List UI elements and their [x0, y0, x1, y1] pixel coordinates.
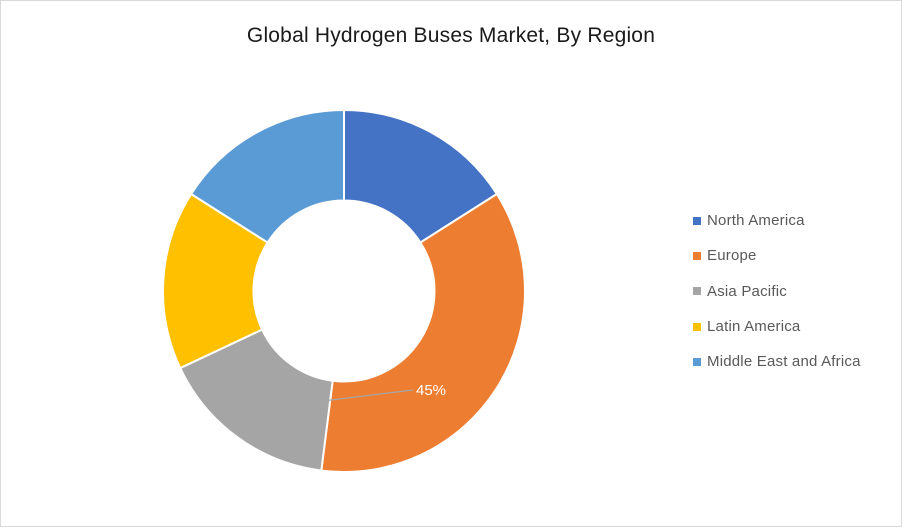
- legend: North America Europe Asia Pacific Latin …: [693, 203, 861, 379]
- donut-chart: [162, 108, 526, 473]
- legend-item-asia-pacific: Asia Pacific: [693, 274, 861, 309]
- donut-slice-asia-pacific: [178, 328, 334, 472]
- donut-slice-latin-america: [162, 192, 269, 370]
- legend-marker-asia-pacific-icon: [693, 287, 701, 296]
- donut-slice-north-america: [343, 108, 499, 244]
- donut-slice-europe: [320, 192, 526, 473]
- legend-label-asia-pacific: Asia Pacific: [707, 282, 787, 300]
- donut-slice-middle-east-and-africa: [189, 108, 345, 244]
- legend-label-europe: Europe: [707, 247, 757, 265]
- legend-marker-north-america-icon: [693, 216, 701, 225]
- legend-label-north-america: North America: [707, 212, 805, 230]
- legend-label-latin-america: Latin America: [707, 318, 801, 336]
- chart-title: Global Hydrogen Buses Market, By Region: [246, 24, 656, 47]
- legend-marker-latin-america-icon: [693, 322, 701, 331]
- legend-marker-europe-icon: [693, 251, 701, 260]
- data-label-leader-line: [322, 389, 414, 402]
- legend-item-middle-east-and-africa: Middle East and Africa: [693, 344, 861, 379]
- legend-item-latin-america: Latin America: [693, 309, 861, 344]
- legend-label-middle-east-and-africa: Middle East and Africa: [707, 353, 861, 371]
- legend-marker-middle-east-and-africa-icon: [693, 357, 701, 366]
- legend-item-north-america: North America: [693, 203, 861, 238]
- legend-item-europe: Europe: [693, 238, 861, 273]
- data-label-europe: 45%: [416, 382, 447, 399]
